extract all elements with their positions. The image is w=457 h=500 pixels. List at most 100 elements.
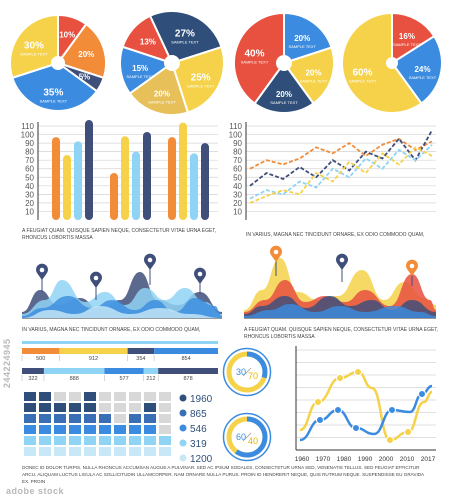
- line-tick-label: 80: [233, 148, 242, 157]
- grid-square: [144, 447, 156, 456]
- pie-slice-label: 35%: [43, 87, 63, 98]
- footer-caption: ARCU. ALIQUAM LUCTUS LIGULA AC SOLLICITU…: [22, 472, 425, 477]
- legend-dot: [179, 394, 187, 402]
- curve-point: [316, 416, 324, 424]
- pie-slice-sublabel: SAMPLE TEXT: [409, 75, 437, 80]
- grid-square: [39, 425, 51, 434]
- curve-series: [299, 370, 433, 442]
- donut-segment: [226, 351, 268, 393]
- area-caption: IN VARIUS, MAGNA NEC TINCIDUNT ORNARE, E…: [22, 327, 200, 333]
- curve-tick-label: 2017: [421, 456, 436, 463]
- line-tick-label: 50: [233, 173, 242, 182]
- bar: [110, 173, 118, 220]
- grid-square: [99, 403, 111, 412]
- curve-point: [386, 436, 394, 444]
- legend-dot: [179, 409, 187, 417]
- grid-square: [114, 403, 126, 412]
- curve-tick-label: 1970: [316, 456, 331, 463]
- line-tick-label: 20: [233, 199, 242, 208]
- segment: [127, 348, 155, 354]
- bar: [52, 137, 60, 220]
- bar: [74, 141, 82, 220]
- pie-slice-label: 20%: [154, 90, 170, 99]
- pin-dot: [197, 271, 203, 277]
- area-caption: RHONCUS LOBORTIS MASSA: [244, 334, 315, 340]
- area-chart-2: [244, 245, 436, 319]
- pie-slice-label: 5%: [79, 73, 91, 82]
- grid-square: [159, 436, 171, 445]
- curve-point: [314, 398, 322, 406]
- curve-point: [336, 374, 344, 382]
- line-series: [249, 137, 433, 170]
- bar-tick-label: 70: [25, 156, 34, 165]
- grid-square: [129, 447, 141, 456]
- grid-square: [24, 436, 36, 445]
- pie-slice: [121, 14, 174, 65]
- donut-value: 60: [236, 432, 246, 442]
- pin-dot: [93, 275, 99, 281]
- curve-chart: 1960 1970 1980 1990 2000 2010 2017: [295, 346, 436, 463]
- legend-dot: [179, 424, 187, 432]
- grid-square: [99, 447, 111, 456]
- pie-slice-sublabel: SAMPLE TEXT: [300, 79, 328, 84]
- donut-segment: [226, 416, 268, 458]
- pie-slice-sublabel: SAMPLE TEXT: [241, 59, 269, 64]
- segment: [143, 368, 159, 374]
- pie-slice: [170, 45, 225, 114]
- grid-square: [114, 436, 126, 445]
- pie-slice-label: 40%: [245, 48, 265, 59]
- pie-slice: [253, 61, 315, 114]
- grid-square: [24, 425, 36, 434]
- segment-label: 577: [119, 376, 128, 382]
- grid-square: [99, 392, 111, 401]
- curve-point: [404, 428, 412, 436]
- pie-slice-label: 60%: [353, 68, 373, 79]
- grid-square: [99, 436, 111, 445]
- pie-slice: [11, 61, 99, 112]
- bar-tick-label: 80: [25, 148, 34, 157]
- pie-hole: [51, 56, 65, 70]
- curve-tick-label: 1990: [358, 456, 373, 463]
- curve-point: [354, 368, 362, 376]
- line-series: [249, 146, 433, 204]
- pie-slice-sublabel: SAMPLE TEXT: [349, 79, 377, 84]
- grid-square: [159, 425, 171, 434]
- donut-value: 30: [236, 367, 246, 377]
- pie-slice: [341, 11, 423, 114]
- area-layer: [22, 306, 222, 318]
- line-tick-label: 30: [233, 190, 242, 199]
- donut-value: 40: [248, 436, 258, 446]
- grid-square: [129, 403, 141, 412]
- grid-square: [144, 425, 156, 434]
- grid-square: [39, 403, 51, 412]
- grid-square: [114, 392, 126, 401]
- donut-value: 70: [248, 371, 258, 381]
- legend-value: 1960: [190, 394, 213, 405]
- pie-slice-label: 30%: [24, 41, 44, 52]
- donut-divider: [242, 432, 252, 442]
- legend-dot: [179, 454, 187, 462]
- bar-tick-label: 20: [25, 199, 34, 208]
- line-series: [249, 129, 433, 187]
- area-caption: A FEUGIAT QUAM. QUISQUE SAPIEN NEQUE, CO…: [244, 327, 438, 333]
- pin-dot: [273, 249, 279, 255]
- pin-dot: [147, 257, 153, 263]
- pie-slice-label: 20%: [78, 50, 94, 59]
- pie-slice-label: 20%: [305, 69, 321, 78]
- pie-slice-sublabel: SAMPLE TEXT: [20, 52, 48, 57]
- donut-donut1: 30 70: [222, 347, 272, 397]
- grid-square: [69, 436, 81, 445]
- donut-outer-ring: [222, 347, 272, 397]
- pie-slice: [9, 13, 59, 80]
- bar: [132, 151, 140, 220]
- segment-label: 500: [36, 356, 45, 362]
- pie-slice-sublabel: SAMPLE TEXT: [148, 100, 176, 105]
- donut-divider: [242, 367, 252, 377]
- bar-tick-label: 30: [25, 190, 34, 199]
- segment-label: 322: [28, 376, 37, 382]
- grid-square: [39, 414, 51, 423]
- pie-slice-label: 24%: [414, 65, 430, 74]
- line-caption: IN VARIUS, MAGNA NEC TINCIDUNT ORNARE, E…: [246, 232, 424, 238]
